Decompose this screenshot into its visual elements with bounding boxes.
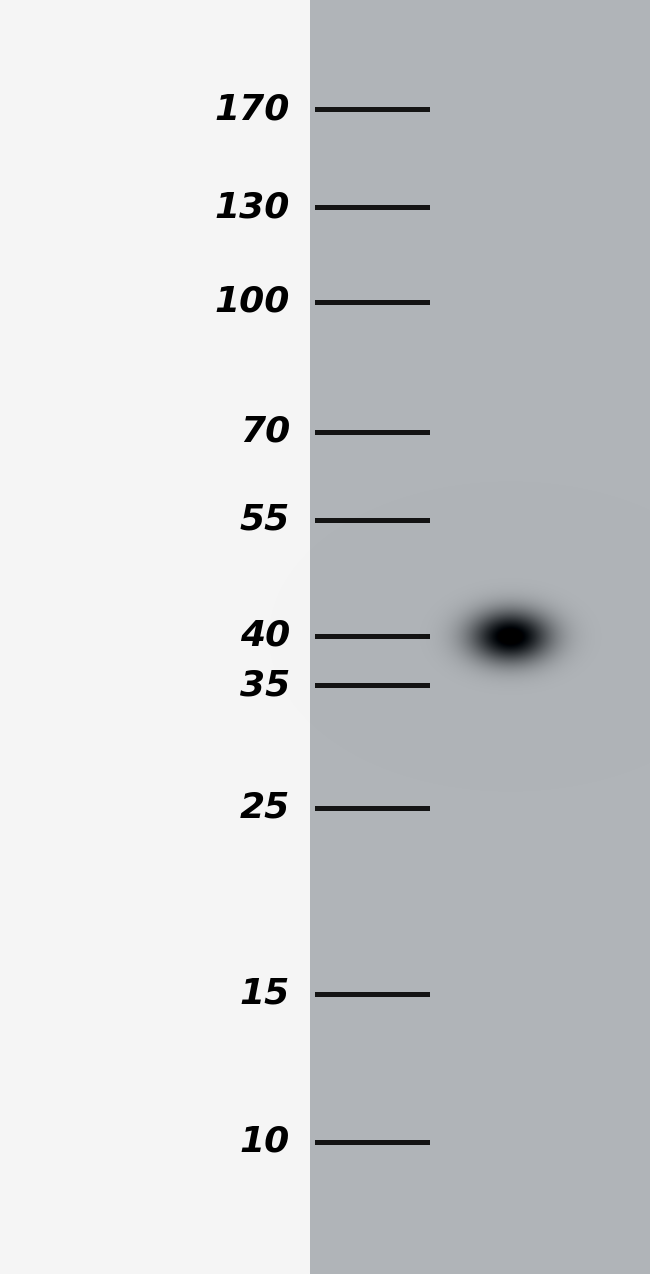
Text: 35: 35 (240, 668, 290, 702)
Text: 25: 25 (240, 791, 290, 826)
Text: 130: 130 (214, 190, 290, 224)
Text: 100: 100 (214, 285, 290, 318)
Text: 170: 170 (214, 92, 290, 126)
Text: 55: 55 (240, 503, 290, 538)
Text: 40: 40 (240, 619, 290, 654)
Text: 70: 70 (240, 415, 290, 448)
Text: 10: 10 (240, 1125, 290, 1159)
Text: 15: 15 (240, 977, 290, 1012)
